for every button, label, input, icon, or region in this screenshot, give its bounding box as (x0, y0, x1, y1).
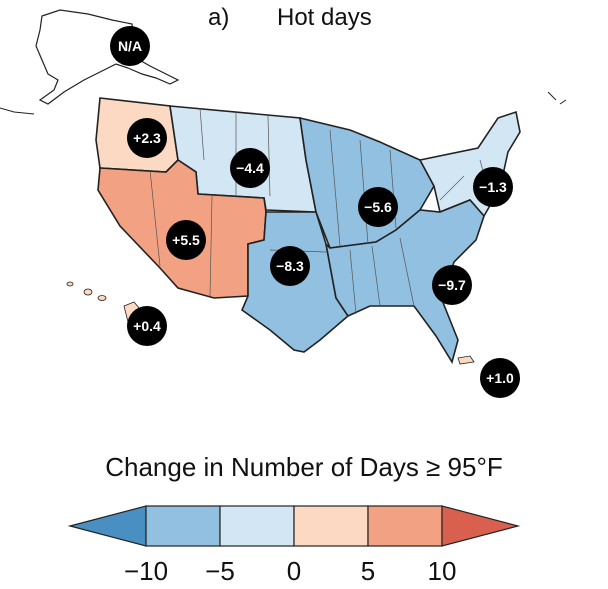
legend-title: Change in Number of Days ≥ 95°F (105, 452, 503, 482)
legend-tick-2: 0 (286, 556, 302, 586)
legend-tick-0: −10 (123, 556, 169, 586)
legend-bin-3 (293, 505, 369, 547)
badge-hawaii: +0.4 (127, 306, 167, 346)
badge-label-northeast: −1.3 (479, 179, 507, 195)
legend-bin-2 (219, 505, 295, 547)
badge-label-southwest: +5.5 (172, 232, 200, 248)
badge-northeast: −1.3 (473, 167, 513, 207)
badge-label-southeast: −9.7 (438, 277, 466, 293)
badge-alaska: N/A (110, 26, 150, 66)
badge-label-hawaii: +0.4 (133, 318, 161, 334)
region-puerto-rico (457, 355, 475, 365)
badge-midwest: −5.6 (358, 187, 398, 227)
state-borders (149, 107, 491, 315)
legend-tick-3: 5 (360, 556, 376, 586)
badge-label-northwest: +2.3 (133, 130, 161, 146)
badge-southeast: −9.7 (432, 265, 472, 305)
badge-northern-great-plains: −4.4 (230, 148, 270, 188)
us-regions-map: N/A +2.3 −4.4 +5.5 −8.3 −5.6 −1.3 −9.7 +… (0, 9, 567, 398)
badge-southwest: +5.5 (166, 220, 206, 260)
badge-puerto-rico: +1.0 (480, 358, 520, 398)
legend-tick-1: −5 (205, 556, 235, 586)
badge-label-alaska: N/A (118, 38, 142, 54)
panel-letter: a) (208, 4, 230, 31)
coastline-fragments (0, 91, 567, 115)
badge-label-puerto-rico: +1.0 (486, 370, 514, 386)
legend-colorbar (67, 505, 521, 547)
region-alaska (35, 9, 180, 105)
legend-bin-1 (145, 505, 221, 547)
legend-bin-0 (67, 505, 147, 547)
legend-bin-5 (441, 505, 521, 547)
badge-label-northern-great-plains: −4.4 (236, 160, 264, 176)
legend-bin-4 (367, 505, 443, 547)
badge-northwest: +2.3 (127, 118, 167, 158)
legend-tick-4: 10 (427, 556, 457, 586)
badge-southern-great-plains: −8.3 (270, 246, 310, 286)
title-text: Hot days (277, 4, 372, 31)
badge-label-midwest: −5.6 (364, 199, 392, 215)
badge-label-southern-great-plains: −8.3 (276, 258, 304, 274)
map-title: a) Hot days (0, 4, 608, 38)
